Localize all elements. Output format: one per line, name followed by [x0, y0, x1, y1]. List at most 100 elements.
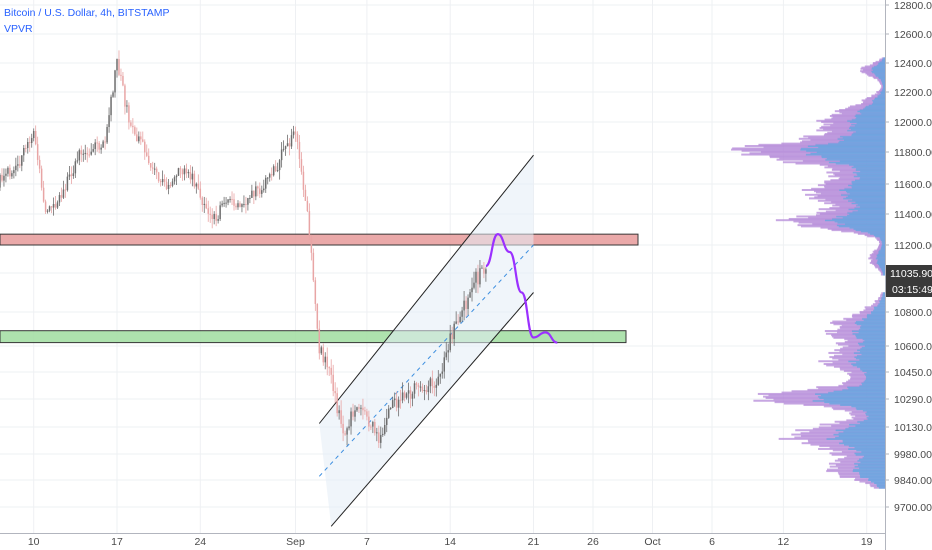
candle: [34, 125, 37, 146]
candle: [142, 131, 144, 143]
candle-body: [298, 141, 301, 160]
candle-body: [286, 143, 289, 147]
volume-profile-bar-up: [866, 376, 885, 379]
candle-body: [318, 328, 321, 354]
candle: [231, 191, 233, 205]
x-axis[interactable]: 10 17 24 Sep 7 14 21 26 Oct 6 12 19: [0, 533, 885, 550]
candle: [7, 166, 9, 177]
candle-body: [356, 407, 358, 411]
volume-profile-bar-up: [878, 77, 885, 80]
candle-body: [187, 171, 190, 174]
candle: [116, 58, 118, 78]
volume-profile-bar-up: [842, 136, 885, 139]
volume-profile-bar-up: [867, 313, 885, 316]
candle-body: [274, 166, 277, 171]
volume-profile-bar-up: [859, 111, 885, 114]
volume-profile-bar-up: [871, 103, 885, 105]
support-zone: [0, 330, 627, 344]
volume-profile-bar-up: [840, 403, 885, 406]
candle-body: [128, 105, 130, 123]
volume-profile-bar-up: [851, 363, 885, 366]
candle-body: [380, 434, 382, 443]
candle: [197, 174, 200, 190]
indicator-label[interactable]: VPVR: [4, 23, 33, 35]
candle-body: [130, 122, 132, 126]
candle: [477, 264, 479, 294]
candle-body: [207, 208, 209, 214]
candle-body: [261, 190, 263, 194]
candle: [266, 177, 269, 185]
volume-profile-bar-up: [848, 426, 885, 429]
candle-body: [328, 367, 330, 369]
volume-profile-bar-up: [853, 175, 885, 178]
candle-body: [235, 205, 237, 208]
candle: [457, 314, 459, 326]
candle: [255, 181, 257, 201]
candle: [409, 386, 412, 409]
candle: [453, 321, 455, 346]
header: Bitcoin / U.S. Dollar, 4h, BITSTAMP VPVR: [4, 7, 170, 35]
candle: [221, 200, 223, 208]
candle: [219, 201, 221, 222]
candle: [66, 172, 69, 192]
price-badges: 11035.90 03:15:49: [886, 265, 932, 297]
volume-profile-bar-up: [853, 165, 885, 168]
candle-body: [449, 333, 451, 351]
volume-profile-bar-up: [860, 367, 885, 370]
candle-body: [58, 195, 61, 203]
candle: [459, 311, 461, 324]
y-tick-label: 11200.00: [894, 240, 932, 252]
volume-profile-bar-up: [821, 154, 885, 157]
volume-profile-bar-up: [883, 86, 885, 89]
candle: [364, 406, 366, 415]
candle: [268, 172, 271, 182]
volume-profile-bar-up: [876, 261, 885, 264]
candle-body: [320, 347, 323, 354]
volume-profile-bar-up: [847, 211, 885, 214]
volume-profile-bar-up: [862, 338, 885, 341]
y-tick-label: 11400.00: [894, 209, 932, 221]
volume-profile-bar-up: [863, 419, 885, 422]
candle-body: [405, 393, 408, 398]
y-tick-label: 9840.00: [894, 475, 932, 487]
candle: [288, 138, 291, 156]
volume-profile-bar-up: [879, 236, 885, 239]
candle: [473, 271, 475, 290]
volume-profile-bar-up: [865, 412, 885, 415]
volume-profile-bar-up: [880, 239, 885, 242]
candle-body: [265, 177, 267, 189]
candle-body: [300, 159, 303, 172]
volume-profile-bar-up: [835, 436, 885, 439]
candle: [320, 345, 323, 355]
candle: [481, 265, 483, 269]
candle: [149, 163, 152, 171]
candle: [136, 127, 138, 142]
candle: [310, 234, 313, 261]
volume-profile-bar-up: [881, 89, 885, 92]
volume-profile-bar-up: [851, 202, 885, 205]
candle: [3, 168, 5, 187]
candle: [147, 148, 150, 165]
candle-body: [80, 150, 83, 155]
candle: [441, 363, 444, 379]
volume-profile-bar-up: [859, 471, 885, 474]
volume-profile-bar-up: [882, 273, 885, 276]
volume-profile-bar-up: [824, 401, 885, 404]
volume-profile-bar-up: [849, 121, 885, 123]
candle-body: [237, 203, 239, 208]
candle: [86, 147, 88, 163]
candle-body: [465, 300, 467, 309]
y-tick-label: 12000.00: [894, 117, 932, 129]
candle: [157, 171, 160, 183]
candle-body: [64, 189, 67, 191]
volume-profile-bar-up: [856, 116, 885, 119]
candle: [132, 118, 134, 134]
candle: [233, 193, 235, 211]
volume-profile-bar-up: [828, 142, 885, 145]
volume-profile-bar-up: [832, 217, 885, 220]
volume-profile-bar-up: [844, 187, 885, 190]
volume-profile-bar-up: [837, 137, 885, 140]
candle-body: [342, 423, 344, 434]
volume-profile-bar-up: [860, 170, 885, 173]
